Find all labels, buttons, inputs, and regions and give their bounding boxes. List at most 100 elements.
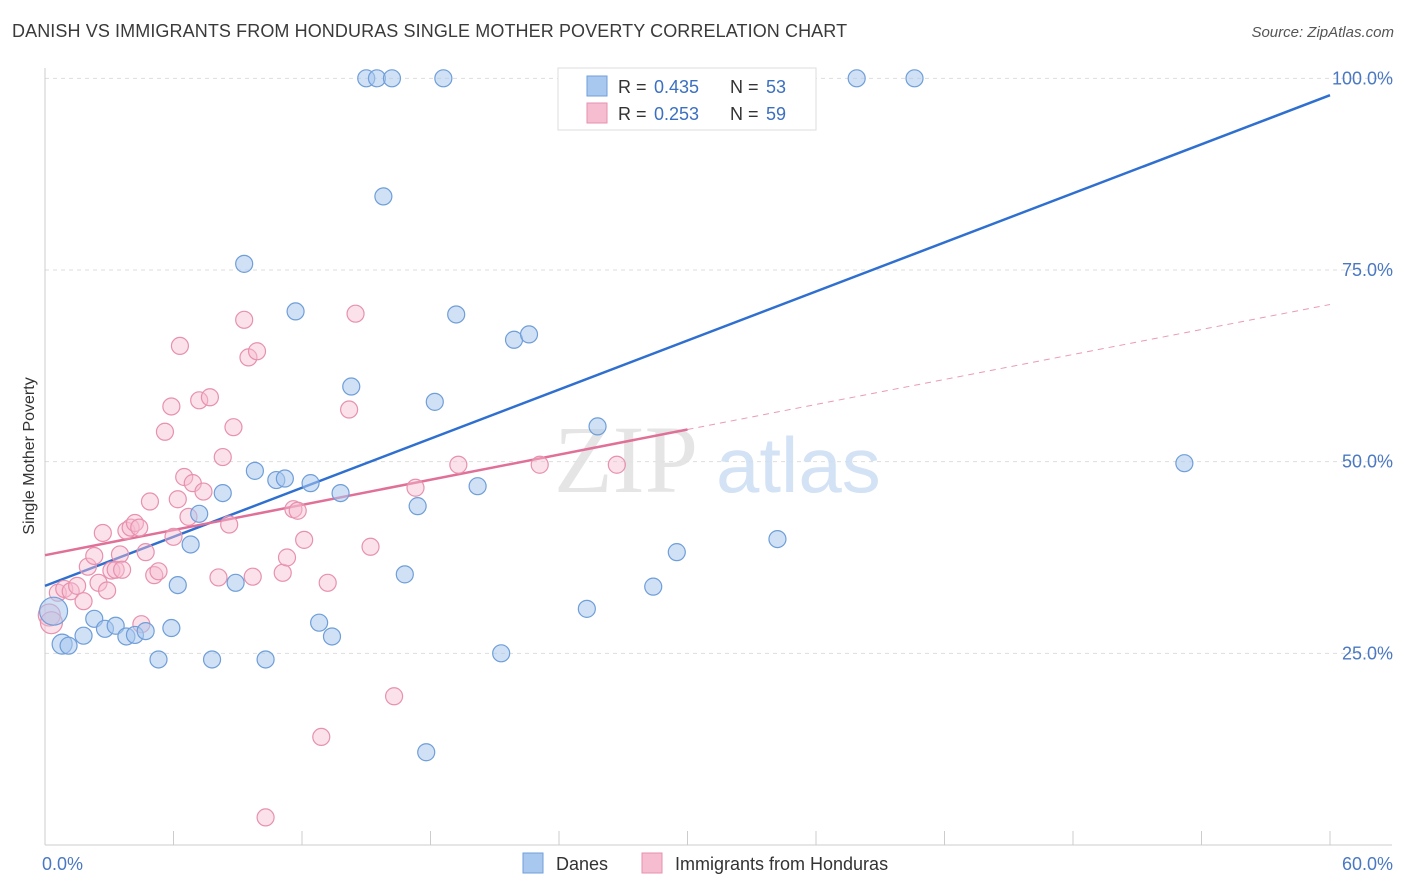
point-honduras [149, 562, 168, 581]
point-danes [181, 535, 200, 554]
y-tick-label-25: 25.0% [1342, 643, 1393, 663]
legend-r-label-1: R = [618, 77, 647, 97]
trend-line-honduras [44, 428, 688, 557]
point-danes [235, 254, 254, 273]
point-danes [905, 69, 924, 88]
point-honduras [209, 568, 228, 587]
point-danes [425, 392, 444, 411]
y-axis-label: Single Mother Poverty [21, 377, 38, 534]
bottom-legend-swatch-honduras [641, 852, 663, 874]
trend-lines [44, 94, 1331, 588]
point-honduras [112, 560, 132, 579]
point-honduras [449, 455, 468, 474]
point-danes [59, 636, 78, 655]
bottom-legend-honduras: Immigrants from Honduras [675, 854, 888, 874]
trend-line-honduras-extension [687, 304, 1331, 430]
point-danes [492, 644, 511, 663]
point-danes [577, 599, 596, 618]
point-danes [395, 565, 414, 584]
point-danes [38, 596, 69, 626]
point-honduras [200, 388, 220, 407]
legend-swatch-honduras [586, 102, 608, 124]
point-danes [644, 577, 663, 596]
legend-swatch-danes [586, 75, 608, 97]
point-honduras [190, 391, 209, 410]
point-danes [136, 621, 155, 641]
point-danes [342, 377, 361, 396]
point-honduras [346, 304, 365, 323]
point-danes [162, 618, 181, 638]
point-honduras [607, 455, 626, 474]
point-honduras [164, 527, 183, 546]
point-honduras [312, 727, 331, 747]
legend-n-value-2: 59 [766, 104, 786, 124]
point-danes [190, 504, 209, 523]
point-danes [331, 484, 350, 503]
point-honduras [340, 400, 359, 419]
point-danes [667, 543, 686, 562]
legend-n-label-2: N = [730, 104, 759, 124]
point-honduras [130, 518, 149, 537]
y-tick-label-100: 100.0% [1332, 68, 1393, 88]
point-danes [408, 497, 427, 516]
point-honduras [140, 492, 160, 511]
point-honduras [318, 573, 337, 592]
point-danes [74, 626, 93, 645]
point-danes [382, 69, 402, 88]
series-honduras [37, 304, 626, 827]
source-credit: Source: ZipAtlas.com [1251, 24, 1394, 41]
point-honduras [295, 530, 314, 549]
point-honduras [235, 310, 254, 329]
point-honduras [93, 523, 112, 543]
point-honduras [273, 563, 292, 582]
point-danes [374, 187, 393, 206]
point-danes [275, 469, 294, 488]
point-honduras [78, 557, 97, 576]
point-danes [301, 474, 320, 493]
point-honduras [85, 546, 104, 566]
legend-box: R = 0.435 N = 53 R = 0.253 N = 59 [557, 67, 817, 131]
point-honduras [530, 455, 549, 474]
point-danes [213, 484, 232, 503]
point-danes [417, 743, 436, 762]
watermark-zip: ZIP [554, 406, 698, 513]
point-honduras [243, 567, 262, 586]
point-danes [226, 573, 245, 592]
bottom-legend-danes: Danes [556, 854, 608, 874]
point-danes [468, 477, 487, 496]
x-tick-label-60: 60.0% [1342, 854, 1393, 874]
point-honduras [194, 482, 213, 501]
point-honduras [384, 687, 404, 706]
point-honduras [170, 336, 190, 355]
axes [44, 68, 1392, 846]
legend-r-label-2: R = [618, 104, 647, 124]
legend-r-value-1: 0.435 [654, 77, 699, 97]
y-tick-label-75: 75.0% [1342, 260, 1393, 280]
point-honduras [256, 808, 275, 827]
point-honduras [361, 537, 380, 556]
point-honduras [247, 342, 267, 361]
trend-line-danes [44, 94, 1331, 588]
point-honduras [220, 515, 239, 534]
legend-r-value-2: 0.253 [654, 104, 699, 124]
point-danes [245, 461, 264, 480]
point-honduras [162, 397, 181, 416]
point-honduras [213, 447, 232, 467]
point-danes [168, 575, 187, 595]
point-honduras [74, 592, 93, 611]
point-danes [434, 69, 453, 88]
point-honduras [277, 548, 297, 567]
legend-n-label-1: N = [730, 77, 759, 97]
y-tick-labels: 25.0% 50.0% 75.0% 100.0% [1332, 68, 1393, 663]
watermark: ZIP atlas [554, 406, 881, 513]
x-tick-labels: 0.0% 60.0% [42, 854, 1393, 874]
bottom-legend-swatch-danes [522, 852, 544, 874]
point-danes [286, 302, 305, 321]
point-honduras [68, 576, 87, 595]
point-honduras [406, 478, 425, 497]
y-tick-label-50: 50.0% [1342, 452, 1393, 472]
point-danes [310, 613, 329, 632]
point-danes [106, 616, 125, 635]
point-danes [768, 529, 787, 549]
point-danes [202, 650, 222, 669]
